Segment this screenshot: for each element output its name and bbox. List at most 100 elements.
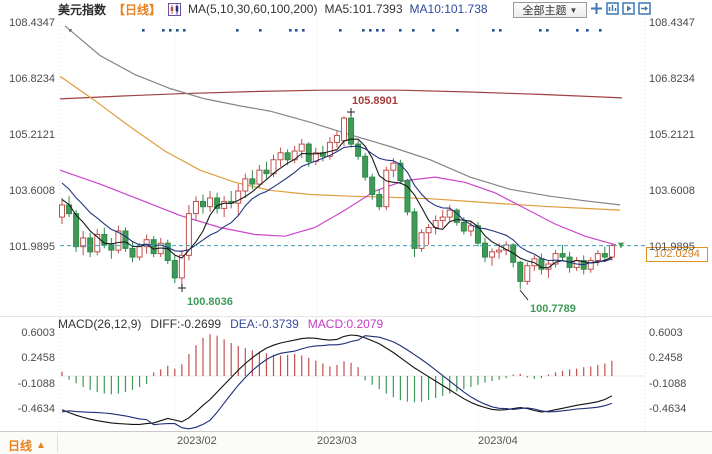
candle-body[interactable] bbox=[348, 117, 355, 145]
candle-body[interactable] bbox=[200, 200, 206, 208]
event-dot bbox=[295, 29, 298, 32]
candle-body[interactable] bbox=[341, 117, 347, 142]
candle-body[interactable] bbox=[362, 155, 369, 178]
y-axis-label-left: -0.1088 bbox=[17, 378, 55, 390]
candle-body[interactable] bbox=[192, 200, 199, 215]
candle-body[interactable] bbox=[221, 200, 228, 209]
period-selector-label: 日线 bbox=[8, 439, 33, 453]
y-axis-label-left: 0.2458 bbox=[21, 352, 55, 364]
bottom-bar bbox=[0, 431, 712, 454]
candle-body[interactable] bbox=[333, 134, 340, 143]
bottom-bar-separator bbox=[57, 433, 58, 452]
candle-body[interactable] bbox=[73, 213, 80, 248]
candle-body[interactable] bbox=[474, 225, 481, 244]
candle-body[interactable] bbox=[87, 237, 94, 253]
current-price-badge: 102.0294 bbox=[646, 247, 708, 262]
candle-body[interactable] bbox=[129, 247, 136, 258]
candle-body[interactable] bbox=[108, 244, 115, 251]
event-dot bbox=[362, 29, 365, 32]
candle-body[interactable] bbox=[214, 197, 221, 209]
candle-body[interactable] bbox=[489, 251, 496, 258]
event-dot bbox=[302, 29, 305, 32]
candle-body[interactable] bbox=[482, 242, 488, 258]
candle-body[interactable] bbox=[545, 263, 552, 270]
candle-body[interactable] bbox=[171, 260, 178, 279]
candle-body[interactable] bbox=[411, 211, 418, 249]
candle-body[interactable] bbox=[298, 143, 305, 152]
candle-body[interactable] bbox=[496, 249, 503, 253]
candle-body[interactable] bbox=[242, 178, 249, 192]
candle-body[interactable] bbox=[390, 162, 397, 171]
event-dot bbox=[376, 29, 379, 32]
candle-body[interactable] bbox=[263, 169, 270, 175]
candle-body[interactable] bbox=[136, 246, 143, 258]
chevron-down-icon: ▼ bbox=[569, 5, 578, 15]
y-axis-label-left: 105.2121 bbox=[9, 129, 55, 141]
candle-body[interactable] bbox=[305, 143, 312, 162]
candle-body[interactable] bbox=[418, 232, 425, 249]
candle-body[interactable] bbox=[150, 239, 157, 255]
candle-body[interactable] bbox=[446, 209, 453, 218]
candle-body[interactable] bbox=[164, 242, 171, 262]
candle-body[interactable] bbox=[249, 178, 256, 185]
candle-body[interactable] bbox=[185, 213, 192, 256]
candle-body[interactable] bbox=[587, 260, 594, 270]
play-icon[interactable] bbox=[622, 2, 635, 15]
y-axis-label-right: 106.8234 bbox=[649, 73, 695, 85]
candle-body[interactable] bbox=[94, 233, 101, 253]
period-selector[interactable]: 日线 ▲ bbox=[8, 437, 46, 454]
candle-body[interactable] bbox=[59, 204, 65, 218]
candle-body[interactable] bbox=[115, 230, 122, 251]
candle-body[interactable] bbox=[524, 265, 531, 282]
candle-body[interactable] bbox=[277, 152, 284, 161]
candle-body[interactable] bbox=[80, 237, 87, 248]
instrument-title: 美元指数 bbox=[58, 2, 107, 17]
candle-body[interactable] bbox=[235, 190, 242, 204]
export-icon[interactable] bbox=[638, 2, 651, 15]
event-dot bbox=[412, 29, 415, 32]
candle-body[interactable] bbox=[467, 225, 474, 232]
candle-body[interactable] bbox=[397, 162, 404, 182]
candle-body[interactable] bbox=[425, 227, 432, 234]
candle-body[interactable] bbox=[559, 253, 566, 258]
candle-body[interactable] bbox=[594, 253, 601, 262]
ma-line-ma30 bbox=[59, 169, 617, 246]
event-dot bbox=[162, 29, 165, 32]
candle-body[interactable] bbox=[439, 216, 446, 222]
candle-body[interactable] bbox=[608, 245, 615, 258]
y-axis-label-left: 0.6003 bbox=[21, 327, 55, 339]
event-dot bbox=[576, 29, 579, 32]
dea-line bbox=[61, 335, 613, 430]
macd-params-label: MACD(26,12,9) bbox=[58, 317, 142, 331]
candle-body[interactable] bbox=[517, 261, 524, 282]
candle-body[interactable] bbox=[552, 253, 559, 265]
candle-body[interactable] bbox=[404, 180, 411, 213]
candle-body[interactable] bbox=[460, 221, 467, 232]
candle-body[interactable] bbox=[601, 253, 608, 258]
candle-body[interactable] bbox=[355, 143, 362, 157]
candle-body[interactable] bbox=[376, 194, 383, 208]
theme-dropdown[interactable]: 全部主题 ▼ bbox=[513, 2, 587, 18]
price-annotation: 100.7789 bbox=[530, 303, 576, 315]
candle-body[interactable] bbox=[369, 176, 376, 196]
crosshair-icon[interactable] bbox=[590, 2, 603, 15]
event-dot bbox=[289, 29, 292, 32]
candle-body[interactable] bbox=[207, 197, 214, 208]
candle-body[interactable] bbox=[122, 230, 129, 249]
chart-header: 美元指数 【日线】 MA(5,10,30,60,100,200) MA5:101… bbox=[58, 1, 488, 17]
pane-chart-icon[interactable] bbox=[606, 2, 619, 15]
candle-body[interactable] bbox=[383, 169, 390, 208]
macd-value: MACD:0.2079 bbox=[307, 317, 384, 331]
event-dot bbox=[259, 29, 262, 32]
x-axis-label: 2023/03 bbox=[317, 435, 357, 447]
price-annotation: 100.8036 bbox=[187, 296, 233, 308]
event-dot bbox=[142, 29, 145, 32]
candle-body[interactable] bbox=[326, 141, 333, 157]
candle-body[interactable] bbox=[256, 169, 263, 185]
candle-body[interactable] bbox=[178, 254, 185, 279]
candle-body[interactable] bbox=[101, 233, 108, 246]
candle-body[interactable] bbox=[143, 239, 150, 248]
candle-body[interactable] bbox=[284, 152, 291, 161]
